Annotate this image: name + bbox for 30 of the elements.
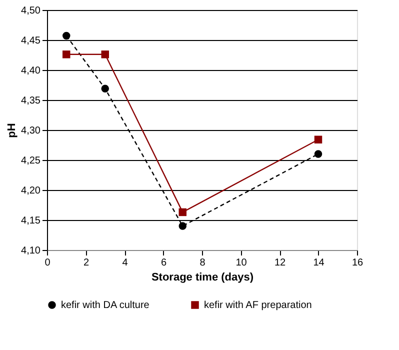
y-tick-label: 4,35 <box>21 96 41 106</box>
point <box>314 150 322 158</box>
point <box>101 50 109 58</box>
point <box>101 84 109 92</box>
x-tick-label: 12 <box>274 258 286 268</box>
y-tick-label: 4,40 <box>21 66 41 76</box>
y-tick-label: 4,15 <box>21 216 41 226</box>
x-axis-title: Storage time (days) <box>151 272 254 284</box>
legend-label: kefir with AF preparation <box>204 300 312 311</box>
point <box>178 208 186 216</box>
x-tick-label: 16 <box>352 258 364 268</box>
x-tick-label: 10 <box>236 258 248 268</box>
y-axis-title: pH <box>6 123 18 138</box>
point <box>62 32 70 40</box>
y-tick-label: 4,10 <box>21 246 41 256</box>
point <box>62 50 70 58</box>
legend-label: kefir with DA culture <box>61 300 150 311</box>
x-tick-label: 14 <box>313 258 325 268</box>
x-tick-label: 2 <box>83 258 90 268</box>
y-tick-label: 4,20 <box>21 186 41 196</box>
y-tick-label: 4,45 <box>21 36 41 46</box>
point <box>314 136 322 144</box>
y-tick-label: 4,30 <box>21 126 41 136</box>
point <box>178 222 186 230</box>
x-tick-label: 6 <box>160 258 167 268</box>
x-tick-label: 4 <box>122 258 128 268</box>
x-tick-label: 8 <box>200 258 206 268</box>
x-tick-label: 0 <box>44 258 51 268</box>
y-tick-label: 4,25 <box>21 156 41 166</box>
y-tick-label: 4,50 <box>21 6 41 16</box>
